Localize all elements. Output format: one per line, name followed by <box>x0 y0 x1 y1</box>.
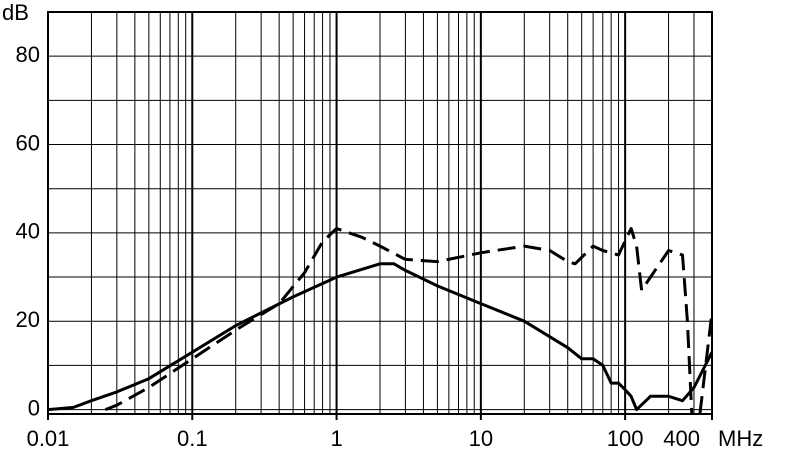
y-axis-label: dB <box>2 0 29 25</box>
y-tick-label: 80 <box>16 42 40 67</box>
y-tick-label: 60 <box>16 130 40 155</box>
x-tick-label: 0.1 <box>177 426 208 451</box>
y-tick-label: 20 <box>16 307 40 332</box>
x-tick-label: 400 <box>663 426 700 451</box>
x-tick-label: 100 <box>607 426 644 451</box>
data-line <box>104 227 712 414</box>
y-tick-label: 0 <box>28 395 40 420</box>
x-tick-label: 10 <box>469 426 493 451</box>
x-tick-label: 0.01 <box>27 426 70 451</box>
plot-frame <box>47 11 713 415</box>
data-line <box>48 262 712 412</box>
y-tick-label: 40 <box>16 219 40 244</box>
x-axis-label: MHz <box>718 426 763 451</box>
x-tick-label: 1 <box>330 426 342 451</box>
